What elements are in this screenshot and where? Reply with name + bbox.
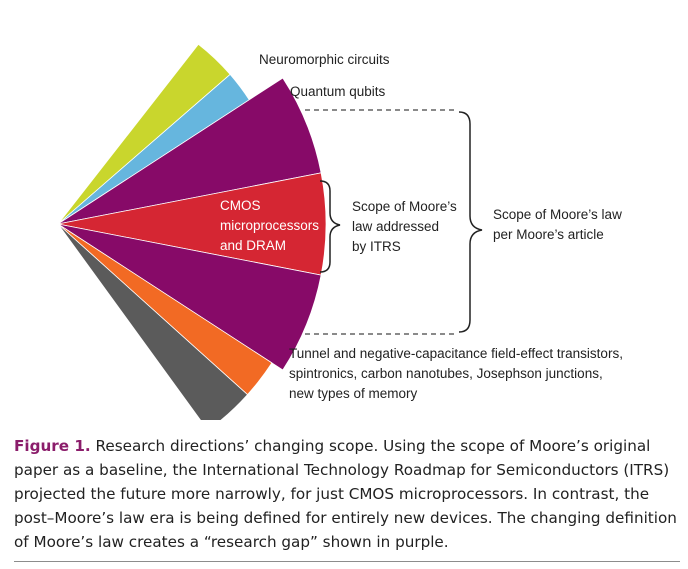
cmos-label: CMOS microprocessors and DRAM [220,198,323,253]
itrs-scope-label: Scope of Moore’s law addressed by ITRS [352,199,461,254]
quantum-label: Quantum qubits [290,84,386,99]
neuromorphic-label: Neuromorphic circuits [259,52,390,67]
research-gap-lower-wedge [57,223,322,371]
caption-divider [14,561,680,562]
other-wedge [57,223,249,420]
itrs-brace [319,180,341,273]
scope-fan [57,43,327,420]
new-devices-label: Tunnel and negative-capacitance field-ef… [289,346,627,401]
moore-scope-label: Scope of Moore’s law per Moore’s article [493,207,626,242]
caption-text: Research directions’ changing scope. Usi… [14,437,677,551]
moore-brace [458,111,483,333]
figure-caption: Figure 1. Research directions’ changing … [14,434,680,554]
research-scope-diagram: Neuromorphic circuits Quantum qubits CMO… [57,43,627,420]
caption-label: Figure 1. [14,437,91,455]
